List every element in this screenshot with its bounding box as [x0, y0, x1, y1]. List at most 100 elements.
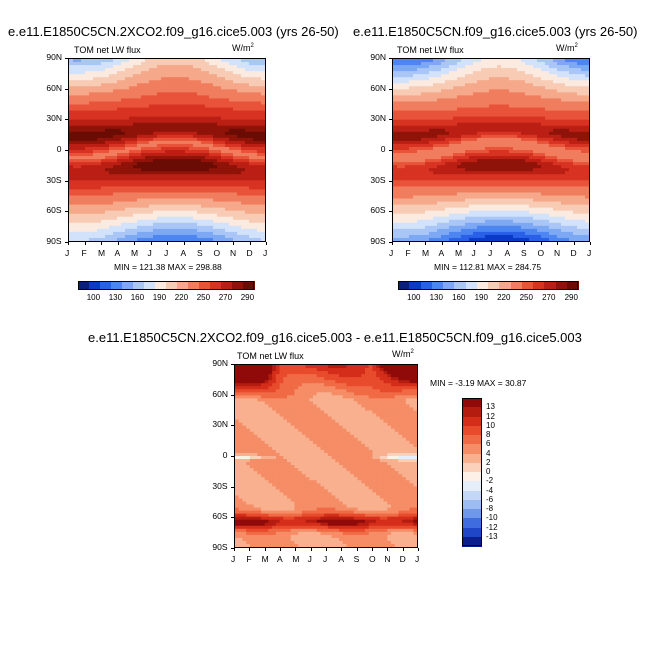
- field-cell: [445, 146, 450, 151]
- field-cell: [157, 143, 162, 148]
- field-cell: [109, 146, 114, 151]
- field-cell: [113, 195, 118, 200]
- field-cell: [73, 195, 78, 200]
- field-cell: [581, 137, 586, 142]
- field-cell: [69, 83, 74, 87]
- field-cell: [429, 74, 434, 78]
- field-cell: [393, 65, 398, 69]
- field-cell: [257, 89, 262, 93]
- field-cell: [93, 86, 98, 90]
- field-cell: [521, 89, 526, 93]
- field-cell: [149, 189, 154, 194]
- field-cell: [509, 122, 514, 127]
- field-cell: [549, 174, 554, 178]
- field-cell: [81, 137, 86, 142]
- field-cell: [81, 156, 86, 160]
- field-cell: [241, 159, 246, 163]
- field-cell: [241, 162, 246, 166]
- field-cell: [241, 231, 246, 236]
- field-cell: [497, 107, 502, 112]
- field-cell: [85, 195, 90, 200]
- field-cell: [241, 207, 246, 212]
- field-cell: [77, 213, 82, 218]
- field-cell: [413, 83, 418, 87]
- field-cell: [253, 86, 258, 90]
- field-cell: [569, 59, 574, 63]
- field-cell: [165, 122, 170, 127]
- field-cell: [241, 168, 246, 172]
- field-cell: [197, 65, 202, 69]
- field-cell: [553, 92, 558, 96]
- field-cell: [473, 98, 478, 103]
- field-cell: [401, 150, 406, 154]
- field-cell: [561, 143, 566, 148]
- field-cell: [477, 62, 482, 66]
- field-cell: [189, 195, 194, 200]
- field-cell: [177, 156, 182, 160]
- field-cell: [261, 225, 265, 230]
- field-cell: [497, 119, 502, 124]
- field-cell: [577, 131, 582, 136]
- field-cell: [173, 140, 178, 145]
- field-cell: [117, 80, 122, 84]
- field-cell: [513, 125, 518, 130]
- field-cell: [421, 86, 426, 90]
- field-cell: [141, 86, 146, 90]
- field-cell: [193, 216, 198, 221]
- field-cell: [69, 219, 74, 224]
- field-cell: [473, 83, 478, 87]
- field-cell: [261, 146, 265, 151]
- field-cell: [493, 86, 498, 90]
- field-cell: [525, 89, 530, 93]
- field-cell: [501, 77, 506, 81]
- field-cell: [97, 168, 102, 172]
- field-cell: [249, 119, 254, 124]
- field-cell: [525, 143, 530, 148]
- field-cell: [173, 110, 178, 115]
- field-cell: [209, 59, 214, 63]
- field-cell: [573, 104, 578, 109]
- field-cell: [445, 62, 450, 66]
- field-cell: [157, 171, 162, 175]
- field-cell: [101, 168, 106, 172]
- field-cell: [537, 174, 542, 178]
- field-cell: [121, 180, 126, 184]
- field-cell: [101, 225, 106, 230]
- field-cell: [109, 153, 114, 157]
- field-cell: [157, 198, 162, 203]
- field-cell: [165, 83, 170, 87]
- field-cell: [417, 122, 422, 127]
- field-cell: [125, 89, 130, 93]
- field-cell: [217, 143, 222, 148]
- field-cell: [421, 104, 426, 109]
- field-cell: [473, 162, 478, 166]
- field-cell: [549, 92, 554, 96]
- field-cell: [537, 95, 542, 100]
- field-cell: [417, 71, 422, 75]
- field-cell: [197, 153, 202, 157]
- field-cell: [149, 59, 154, 63]
- field-cell: [233, 146, 238, 151]
- field-cell: [261, 156, 265, 160]
- field-cell: [257, 122, 262, 127]
- field-cell: [137, 204, 142, 209]
- field-cell: [201, 125, 206, 130]
- field-cell: [217, 162, 222, 166]
- field-cell: [117, 186, 122, 191]
- field-cell: [541, 80, 546, 84]
- field-cell: [225, 195, 230, 200]
- field-cell: [81, 62, 86, 66]
- field-cell: [229, 122, 234, 127]
- field-cell: [149, 131, 154, 136]
- field-cell: [237, 150, 242, 154]
- field-cell: [217, 186, 222, 191]
- field-cell: [245, 150, 250, 154]
- field-cell: [245, 89, 250, 93]
- field-cell: [101, 186, 106, 191]
- field-cell: [97, 225, 102, 230]
- field-cell: [169, 116, 174, 121]
- field-cell: [537, 65, 542, 69]
- field-cell: [585, 59, 589, 63]
- field-cell: [433, 101, 438, 106]
- field-cell: [113, 192, 118, 197]
